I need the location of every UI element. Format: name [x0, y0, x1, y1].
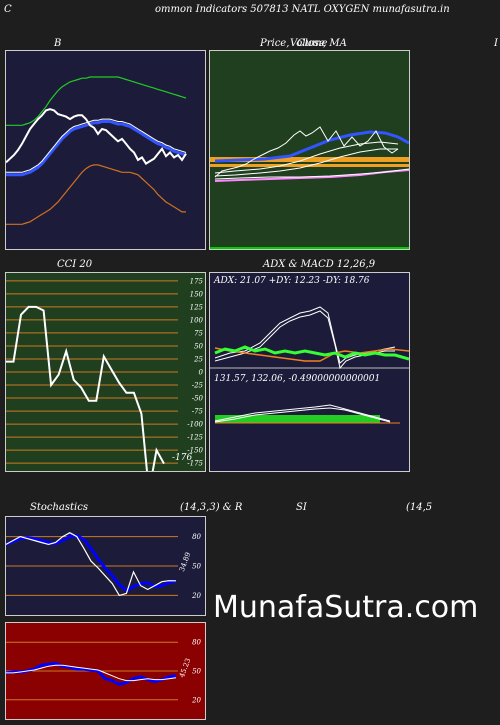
cci-tick-label-3: 100 — [190, 316, 204, 324]
stoch-tick-label-2: 20 — [191, 592, 201, 600]
cci-tick-label-1: 150 — [190, 290, 204, 298]
adx-macd-chart — [210, 306, 409, 424]
cci-tick-label-2: 125 — [190, 303, 204, 311]
price-close-line — [214, 126, 399, 178]
price-title-c: Close — [297, 38, 325, 49]
bb-close-line — [6, 108, 187, 165]
cci-title: CCI 20 — [57, 259, 93, 270]
cci-chart: 175 150 125 100 75 50 25 0 -25 -50 -75 -100 -125 -150… — [6, 277, 204, 471]
rsi-params: (14,5 — [406, 502, 433, 513]
cci-tick-label-10: -75 — [192, 408, 204, 416]
bollinger-panel — [5, 50, 206, 250]
stoch-title: Stochastics — [30, 502, 88, 513]
price-title-a: Price, — [260, 38, 290, 49]
cci-tick-label-14: -175 — [187, 460, 203, 468]
watermark: MunafaSutra.com — [213, 590, 479, 625]
cci-tick-label-4: 75 — [194, 329, 203, 337]
cci-panel: 175 150 125 100 75 50 25 0 -25 -50 -75 -100 -125 -150… — [5, 272, 206, 472]
rsi-tick-label-2: 20 — [191, 696, 201, 704]
macd-signal — [214, 407, 391, 423]
cci-tick-label-13: -150 — [187, 447, 203, 455]
price-band-orange — [210, 157, 409, 162]
stoch-d-line — [6, 534, 177, 593]
adx-values: ADX: 21.07 +DY: 12.23 -DY: 18.76 — [214, 276, 370, 286]
price-ma-white-3 — [214, 148, 398, 177]
price-ma-pink — [214, 169, 409, 182]
cci-tick-label-9: -50 — [192, 395, 204, 403]
price-ma-blue — [214, 130, 409, 163]
adx-plus-di — [214, 345, 409, 361]
stoch-panel: 80 50 20 — [5, 516, 206, 616]
bb-middle-band-blue — [6, 120, 187, 177]
cci-tick-label-8: -25 — [192, 382, 204, 390]
rsi-title: SI — [296, 502, 307, 513]
stoch-k-line — [6, 532, 177, 597]
header-left-text: C — [4, 4, 12, 15]
adx-title: ADX & MACD 12,26,9 — [263, 259, 376, 270]
cci-tick-label-5: 50 — [194, 342, 203, 350]
adx-macd-panel — [209, 272, 410, 472]
cci-tick-label-11: -100 — [187, 421, 203, 429]
price-title-b: Volume — [290, 38, 328, 49]
adx-line-b — [214, 310, 395, 370]
rsi-tick-label-1: 50 — [192, 668, 201, 676]
bollinger-title: B — [54, 38, 62, 49]
bb-middle-band-white — [6, 118, 187, 173]
stoch-params: (14,3,3) & R — [180, 502, 243, 513]
rsi-signal-line — [6, 664, 177, 682]
cci-tick-label-7: 0 — [199, 369, 204, 377]
price-title-d: , MA — [323, 38, 347, 49]
bollinger-chart — [6, 76, 187, 225]
adx-minus-di — [214, 347, 409, 362]
price-chart — [210, 126, 409, 249]
header-title: ommon Indicators 507813 NATL OXYGEN muna… — [155, 4, 450, 15]
price-ma-white-2 — [214, 141, 399, 174]
stoch-tick-label-0: 80 — [192, 533, 201, 541]
rsi-tick-label-0: 80 — [192, 639, 201, 647]
bb-upper-band — [6, 76, 187, 126]
bb-lower-band — [6, 164, 186, 225]
macd-histogram — [215, 415, 380, 423]
cci-tick-label-6: 25 — [193, 355, 203, 363]
macd-values: 131.57, 132.06, -0.49000000000001 — [214, 374, 381, 384]
macd-line — [214, 404, 391, 422]
stoch-chart: 80 50 20 — [6, 532, 202, 600]
cci-line — [6, 305, 165, 471]
rsi-panel: 80 50 20 — [5, 622, 206, 720]
price-ma-white — [214, 168, 409, 180]
rsi-chart: 80 50 20 — [6, 639, 202, 704]
cci-last-value: -176 — [172, 453, 193, 463]
stoch-tick-label-1: 50 — [192, 563, 201, 571]
cci-tick-label-0: 175 — [190, 277, 204, 285]
cci-tick-label-12: -125 — [187, 434, 203, 442]
next-panel-title-cut: I — [494, 38, 498, 49]
rsi-line — [6, 661, 177, 687]
price-panel — [209, 50, 410, 250]
